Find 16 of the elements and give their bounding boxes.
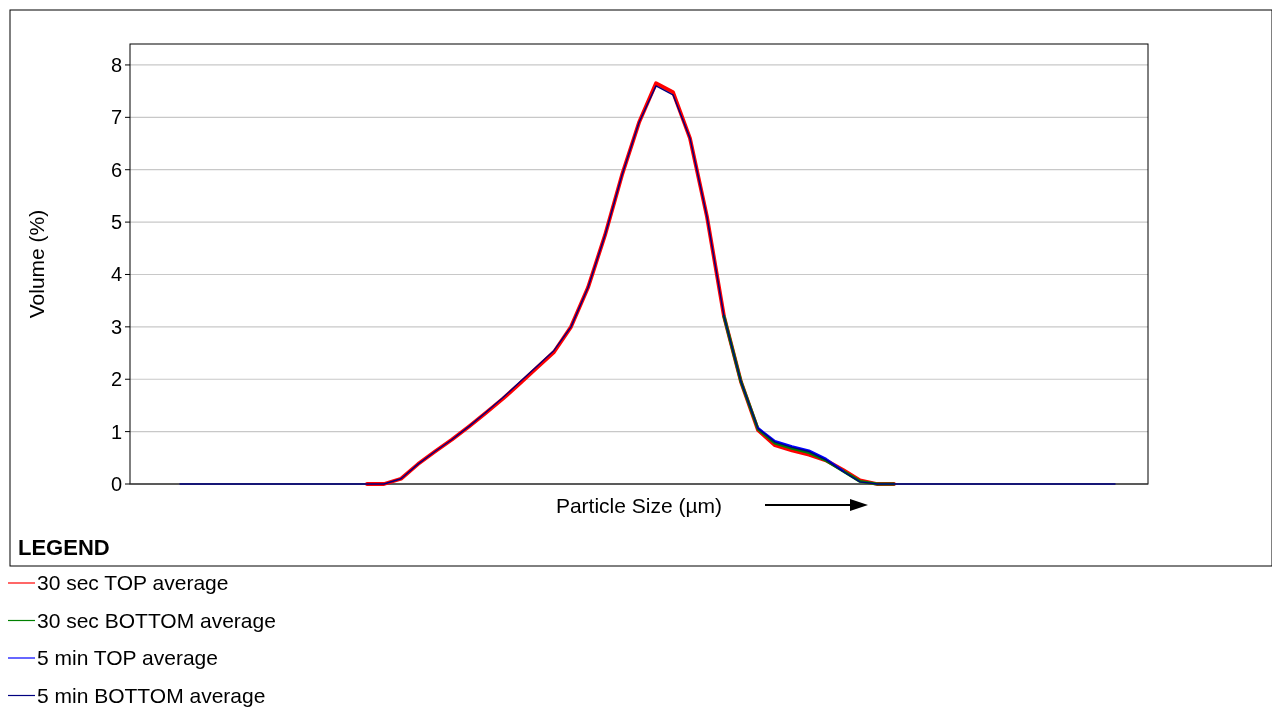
y-tick-label: 0 [110,473,122,495]
x-axis-title: Particle Size (µm) [555,494,723,517]
legend-label: 5 min TOP average [37,646,218,670]
y-tick-label: 8 [110,53,122,76]
y-tick-label: 3 [110,315,122,338]
legend-label: 30 sec TOP average [37,571,229,595]
y-tick-label: 7 [110,106,122,129]
legend-title: LEGEND [18,535,110,560]
y-tick-label: 5 [110,211,122,234]
y-tick-label: 4 [110,263,122,286]
y-tick-label: 1 [110,420,122,443]
y-tick-label: 6 [110,158,122,181]
legend-label: 5 min BOTTOM average [37,683,266,707]
y-axis-title: Volume (%) [25,209,48,319]
y-tick-label: 2 [110,368,122,391]
legend-label: 30 sec BOTTOM average [37,608,276,632]
